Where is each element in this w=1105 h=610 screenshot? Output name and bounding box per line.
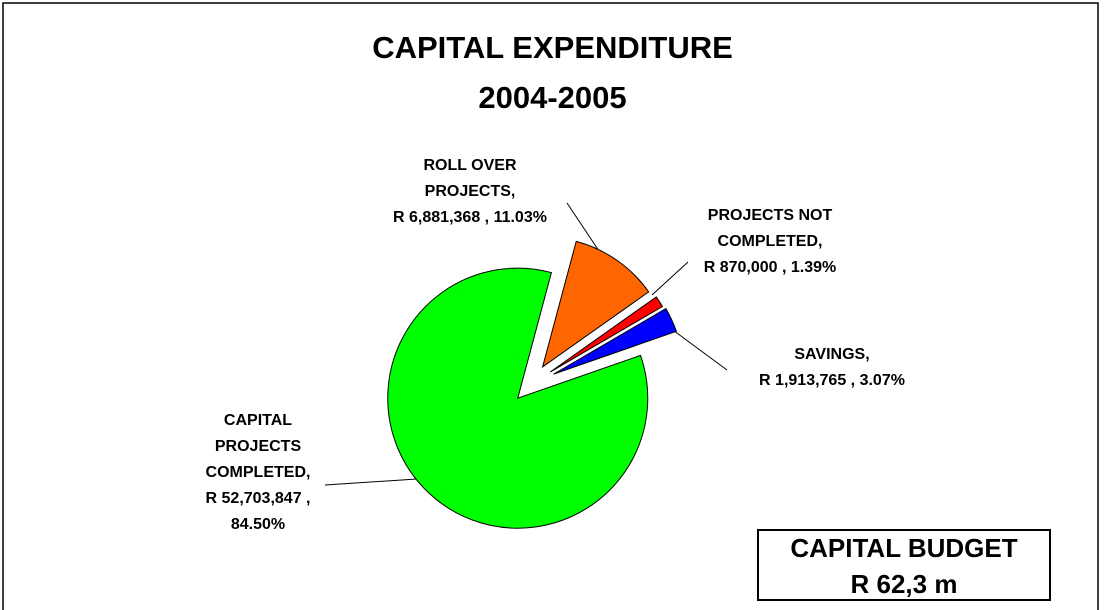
annotation-title: CAPITAL BUDGET bbox=[790, 533, 1018, 563]
leader-line bbox=[324, 477, 433, 486]
pie-slice bbox=[549, 296, 664, 373]
value-label: R 6,881,368 , bbox=[393, 209, 490, 226]
category-label: ROLL OVER PROJECTS, bbox=[423, 157, 517, 200]
pie-slice bbox=[553, 307, 678, 375]
chart-subtitle: 2004-2005 bbox=[478, 80, 627, 115]
value-label: R 1,913,765 , bbox=[759, 372, 856, 389]
percent-label: 84.50% bbox=[230, 516, 286, 533]
data-label: ROLL OVER PROJECTS, R 6,881,368 , 11.03% bbox=[330, 153, 610, 231]
category-label: CAPITAL PROJECTS COMPLETED, bbox=[205, 412, 311, 481]
annotation-text: R 62,3 m bbox=[850, 569, 958, 599]
value-label: R 52,703,847 , bbox=[205, 490, 311, 507]
pie-slice bbox=[387, 267, 649, 529]
percent-label: 11.03% bbox=[493, 209, 547, 226]
category-label: SAVINGS, bbox=[794, 346, 870, 363]
percent-label: 3.07% bbox=[859, 372, 905, 389]
data-label: PROJECTS NOT COMPLETED, R 870,000 , 1.39% bbox=[650, 203, 890, 281]
chart-title: CAPITAL EXPENDITURE bbox=[372, 30, 733, 65]
percent-label: 1.39% bbox=[790, 259, 837, 276]
leader-line bbox=[651, 261, 689, 296]
annotation-box: CAPITAL BUDGET R 62,3 m bbox=[757, 529, 1051, 601]
category-label: PROJECTS NOT COMPLETED, bbox=[707, 207, 833, 250]
value-label: R 870,000 , bbox=[703, 259, 787, 276]
data-label: CAPITAL PROJECTS COMPLETED, R 52,703,847 … bbox=[168, 408, 348, 538]
data-label: SAVINGS, R 1,913,765 , 3.07% bbox=[712, 342, 952, 394]
pie-slice bbox=[541, 240, 650, 369]
